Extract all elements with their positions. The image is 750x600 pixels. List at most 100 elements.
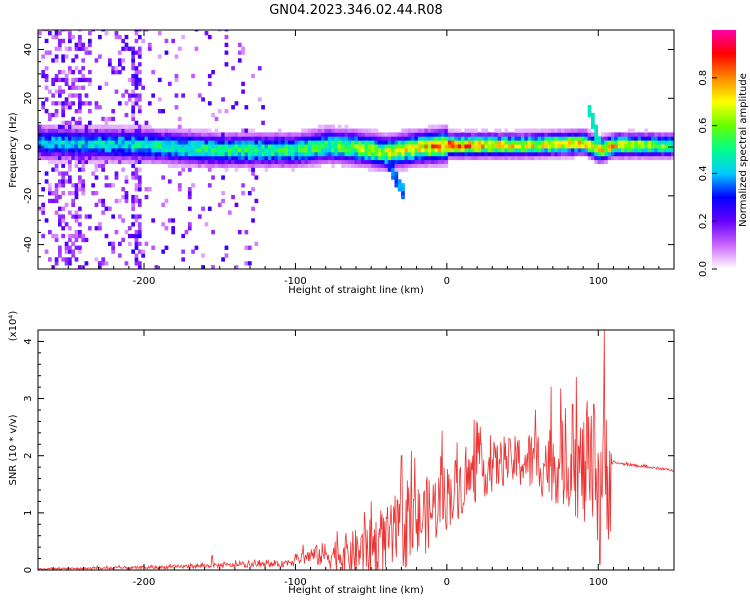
heatmap-cell [241, 132, 245, 137]
heatmap-cell [457, 132, 462, 137]
heatmap-cell [244, 245, 249, 250]
heatmap-cell [274, 144, 279, 149]
heatmap-cell [44, 155, 49, 161]
heatmap-cell [644, 132, 649, 137]
heatmap-cell [191, 155, 195, 161]
heatmap-cell [354, 144, 359, 149]
heatmap-cell [51, 112, 56, 118]
heatmap-cell [434, 159, 439, 164]
heatmap-cell [147, 128, 152, 133]
heatmap-cell [541, 140, 545, 145]
heatmap-cell [134, 136, 139, 141]
heatmap-cell [94, 257, 99, 262]
heatmap-cell [177, 159, 182, 164]
heatmap-cell [74, 42, 79, 47]
heatmap-cell [244, 140, 249, 145]
heatmap-cell [207, 73, 212, 79]
heatmap-cell [64, 77, 69, 83]
heatmap-cell [124, 89, 129, 94]
heatmap-cell [397, 144, 402, 149]
heatmap-cell [514, 151, 519, 157]
heatmap-cell [284, 155, 289, 161]
heatmap-cell [401, 151, 405, 157]
heatmap-cell [68, 70, 72, 75]
heatmap-cell [434, 151, 439, 157]
heatmap-cell [634, 132, 639, 137]
heatmap-cell [164, 132, 169, 137]
heatmap-cell [131, 163, 136, 168]
heatmap-cell [121, 151, 126, 157]
heatmap-cell [217, 159, 222, 164]
heatmap-cell [88, 148, 92, 153]
heatmap-cell [61, 163, 66, 168]
heatmap-cell [394, 148, 399, 153]
heatmap-cell [154, 155, 159, 161]
heatmap-cell [54, 159, 59, 164]
heatmap-cell [64, 73, 69, 79]
heatmap-cell [474, 128, 479, 133]
heatmap-cell [74, 85, 79, 90]
heatmap-cell [397, 167, 402, 172]
heatmap-cell [191, 144, 195, 149]
heatmap-cell [127, 77, 132, 83]
heatmap-cell [68, 66, 72, 71]
heatmap-cell [244, 151, 249, 157]
heatmap-cell [177, 116, 182, 122]
heatmap-cell [631, 128, 635, 133]
heatmap-cell [54, 77, 59, 83]
heatmap-cell [504, 155, 509, 161]
heatmap-cell [234, 202, 239, 207]
heatmap-cell [48, 112, 52, 118]
x-tick-label: -200 [133, 276, 156, 287]
heatmap-cell [134, 241, 139, 246]
heatmap-cell [414, 148, 419, 153]
heatmap-cell [454, 128, 459, 133]
heatmap-cell [394, 183, 399, 188]
heatmap-cell [224, 34, 229, 40]
heatmap-cell [44, 30, 49, 32]
heatmap-cell [501, 132, 505, 137]
heatmap-cell [191, 140, 195, 145]
heatmap-cell [81, 128, 86, 133]
heatmap-cell [417, 132, 422, 137]
heatmap-cell [474, 140, 479, 145]
heatmap-cell [167, 163, 172, 168]
heatmap-cell [504, 132, 509, 137]
heatmap-cell [357, 155, 362, 161]
heatmap-cell [257, 66, 262, 71]
heatmap-cell [364, 128, 369, 133]
heatmap-cell [181, 34, 186, 40]
heatmap-cell [241, 159, 245, 164]
heatmap-cell [284, 144, 289, 149]
heatmap-cell [141, 136, 146, 141]
heatmap-cell [174, 163, 179, 168]
heatmap-cell [571, 136, 575, 141]
heatmap-cell [61, 132, 66, 137]
heatmap-cell [74, 187, 79, 192]
heatmap-cell [354, 163, 359, 168]
heatmap-cell [211, 155, 215, 161]
heatmap-cell [464, 136, 469, 141]
heatmap-cell [221, 132, 225, 137]
heatmap-cell [494, 132, 499, 137]
heatmap-cell [461, 155, 465, 161]
heatmap-cell [197, 128, 202, 133]
heatmap-cell [58, 179, 62, 184]
heatmap-cell [147, 144, 152, 149]
heatmap-cell [634, 151, 639, 157]
heatmap-cell [651, 148, 655, 153]
heatmap-cell [211, 175, 215, 180]
heatmap-cell [124, 198, 129, 204]
heatmap-cell [64, 222, 69, 227]
heatmap-cell [284, 136, 289, 141]
heatmap-cell [277, 144, 282, 149]
heatmap-cell [264, 140, 269, 145]
heatmap-cell [104, 155, 109, 161]
heatmap-cell [317, 159, 322, 164]
heatmap-cell [61, 183, 66, 188]
heatmap-cell [317, 140, 322, 145]
heatmap-cell [134, 245, 139, 250]
heatmap-cell [54, 191, 59, 196]
heatmap-cell [78, 38, 82, 44]
heatmap-cell [204, 31, 209, 36]
